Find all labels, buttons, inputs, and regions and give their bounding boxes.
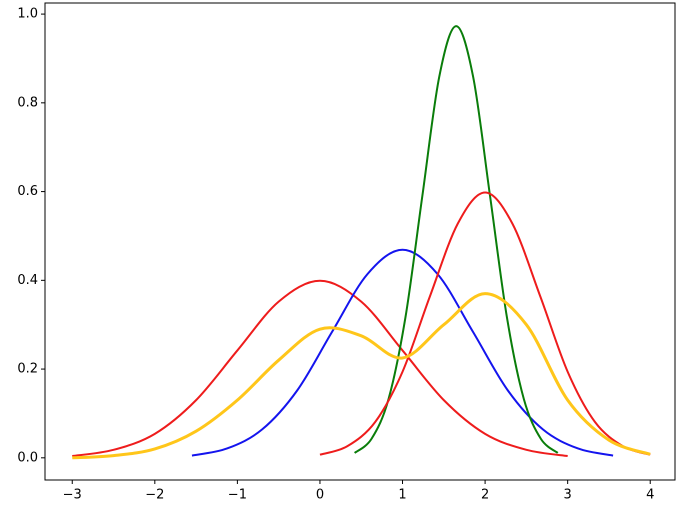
x-tick-label: −3 — [63, 488, 82, 503]
y-tick-label: 0.8 — [17, 95, 38, 110]
plot-frame — [44, 2, 676, 481]
x-tick-label: 3 — [564, 488, 572, 503]
line-series — [72, 279, 568, 458]
y-tick-label: 0.6 — [17, 184, 38, 199]
line-series — [72, 292, 651, 460]
y-tick-label: 0.2 — [17, 362, 38, 377]
y-tick-label: 1.0 — [17, 7, 38, 22]
x-tick-label: 2 — [481, 488, 489, 503]
x-tick-label: −2 — [145, 488, 164, 503]
x-tick-label: 4 — [646, 488, 654, 503]
line-series — [353, 25, 559, 454]
y-tick-label: 0.0 — [17, 450, 38, 465]
line-series — [319, 191, 651, 456]
y-tick-label: 0.4 — [17, 273, 38, 288]
x-tick-label: −1 — [228, 488, 247, 503]
x-tick-label: 1 — [398, 488, 406, 503]
x-tick-label: 0 — [316, 488, 324, 503]
line-series — [191, 248, 614, 457]
